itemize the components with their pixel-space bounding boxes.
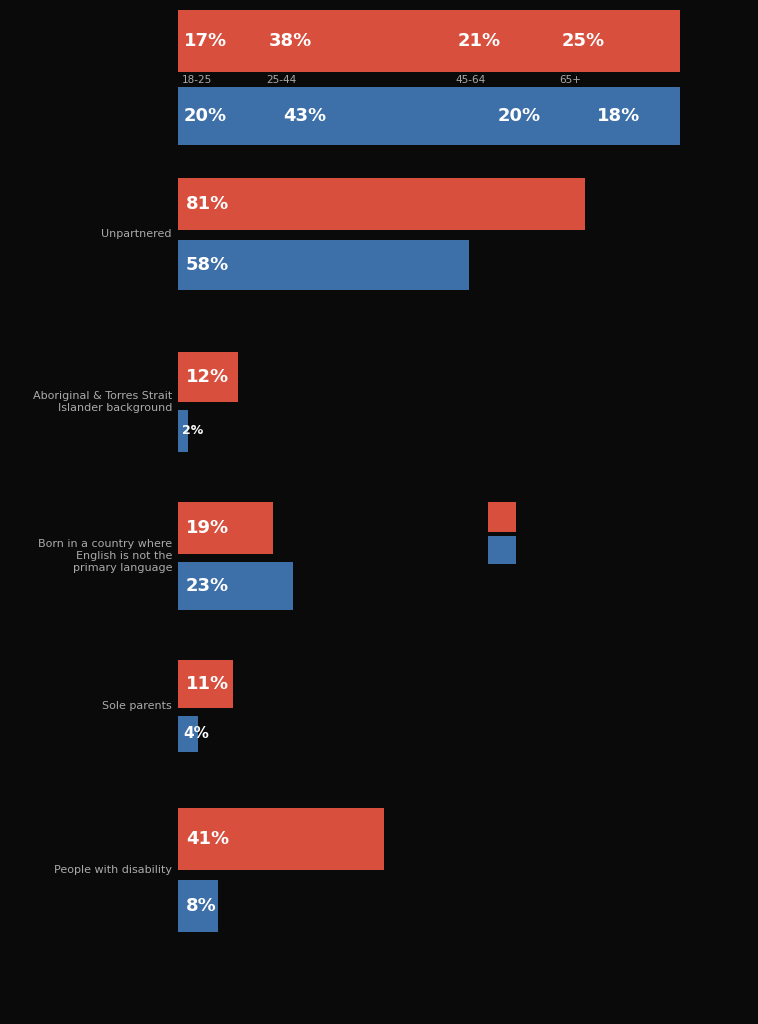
- Text: 2%: 2%: [182, 425, 203, 437]
- Bar: [178, 660, 233, 708]
- Text: Sole parents: Sole parents: [102, 701, 172, 711]
- Text: People with disability: People with disability: [54, 865, 172, 874]
- Text: 12%: 12%: [186, 368, 229, 386]
- Text: 20%: 20%: [184, 106, 227, 125]
- Bar: [491, 87, 590, 145]
- Text: 17%: 17%: [184, 32, 227, 50]
- Text: 11%: 11%: [186, 675, 229, 693]
- Bar: [451, 10, 556, 72]
- Bar: [556, 10, 680, 72]
- Text: Born in a country where
  English is not the
  primary language: Born in a country where English is not t…: [38, 540, 172, 572]
- Text: 25%: 25%: [562, 32, 605, 50]
- Bar: [178, 410, 188, 452]
- Text: 8%: 8%: [186, 897, 217, 915]
- Text: 43%: 43%: [283, 106, 327, 125]
- Bar: [277, 87, 491, 145]
- Text: 41%: 41%: [186, 830, 229, 848]
- Bar: [178, 562, 293, 610]
- Text: Unpartnered: Unpartnered: [102, 229, 172, 239]
- Text: 20%: 20%: [497, 106, 540, 125]
- Bar: [488, 502, 516, 532]
- Text: 21%: 21%: [457, 32, 500, 50]
- Text: 19%: 19%: [186, 519, 229, 537]
- Text: 18-25: 18-25: [182, 75, 212, 85]
- Text: 38%: 38%: [268, 32, 312, 50]
- Bar: [590, 87, 680, 145]
- Bar: [178, 716, 198, 752]
- Text: 23%: 23%: [186, 577, 229, 595]
- Bar: [488, 536, 516, 564]
- Text: 58%: 58%: [186, 256, 229, 274]
- Text: 45-64: 45-64: [456, 75, 486, 85]
- Bar: [262, 10, 451, 72]
- Bar: [178, 240, 469, 290]
- Text: 81%: 81%: [186, 195, 229, 213]
- Text: 18%: 18%: [597, 106, 640, 125]
- Text: 4%: 4%: [183, 726, 209, 741]
- Text: Aboriginal & Torres Strait
    Islander background: Aboriginal & Torres Strait Islander back…: [33, 391, 172, 413]
- Bar: [178, 10, 262, 72]
- Bar: [178, 502, 274, 554]
- Bar: [178, 352, 238, 402]
- Text: 25-44: 25-44: [267, 75, 296, 85]
- Bar: [178, 87, 277, 145]
- Bar: [178, 178, 584, 230]
- Text: 65+: 65+: [559, 75, 581, 85]
- Bar: [178, 880, 218, 932]
- Bar: [178, 808, 384, 870]
